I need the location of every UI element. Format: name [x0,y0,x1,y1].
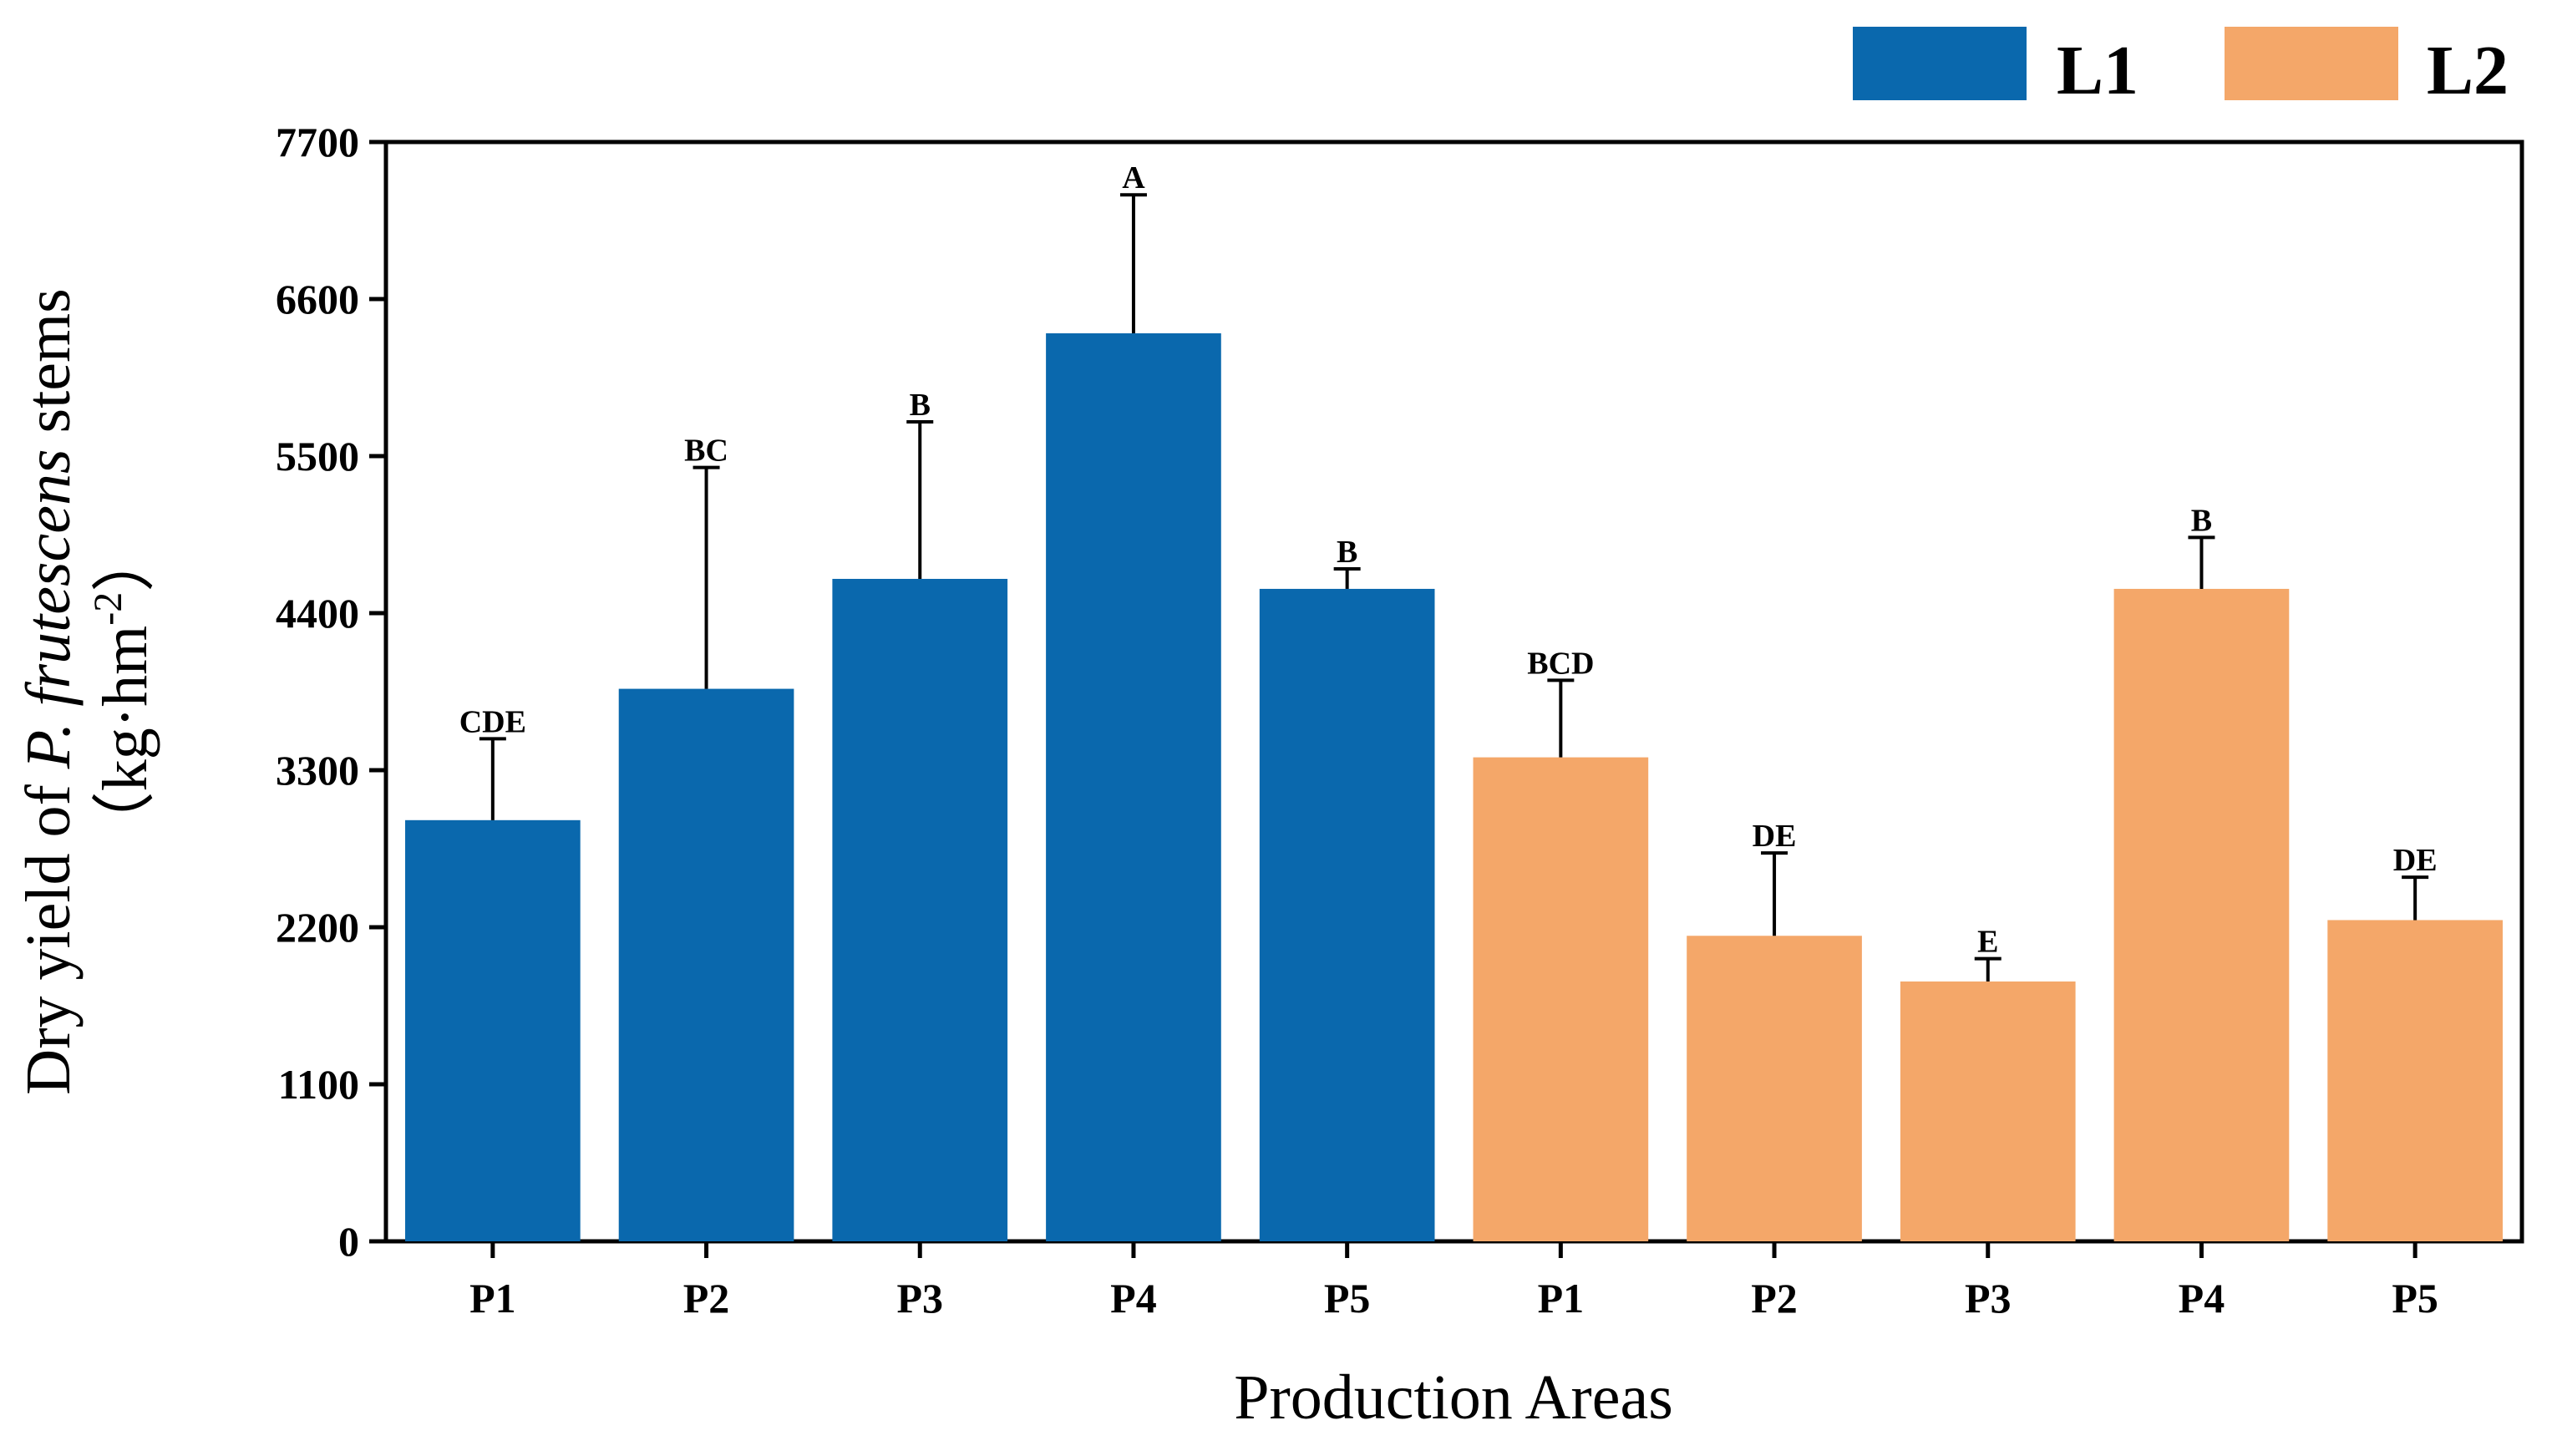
x-tick-label: P1 [469,1275,516,1322]
bar-l2-p2 [1687,936,1862,1241]
legend-swatch-l2 [2225,27,2398,100]
x-tick-label: P4 [1110,1275,1157,1322]
bar-l2-p3 [1900,981,2076,1241]
bar-l1-p3 [832,578,1008,1241]
bar-l1-p2 [618,688,794,1241]
y-axis: 0 1100 2200 3300 4400 5500 6600 7700 [276,119,386,1265]
x-tick-label: P2 [683,1275,730,1322]
significance-letter: E [1977,925,1998,960]
y-axis-unit-open: （kg·hm [90,626,160,855]
significance-letter: DE [2393,843,2438,878]
y-tick-label: 5500 [276,433,359,479]
legend-swatch-l1 [1853,27,2027,100]
y-tick-label: 2200 [276,904,359,951]
y-axis-unit-close: ） [90,529,160,592]
x-tick-label: P5 [1324,1275,1371,1322]
x-axis: P1 P2 P3 P4 P5 P1 P2 P3 P4 P5 [469,1241,2438,1322]
bar-l1-p1 [405,819,581,1241]
y-axis-unit-sup: -2 [86,592,130,626]
y-tick-label: 1100 [278,1061,359,1108]
plot-frame [383,140,2524,1244]
significance-letter: A [1122,160,1145,195]
legend: L1 L2 [1853,27,2509,109]
bars: CDE BC B A B BCD DE E B DE [405,160,2503,1241]
x-tick-label: P4 [2179,1275,2225,1322]
bar-l1-p4 [1046,333,1221,1241]
bar-l2-p1 [1473,757,1649,1241]
bar-l1-p5 [1259,588,1435,1241]
y-axis-title-prefix: Dry yield of [13,769,84,1094]
x-tick-label: P3 [896,1275,943,1322]
y-tick-label: 3300 [276,747,359,794]
y-axis-title-suffix: stems [13,288,84,449]
bar-l2-p4 [2113,588,2290,1241]
bar-l2-p5 [2327,920,2503,1241]
x-axis-title: Production Areas [1234,1362,1673,1433]
x-tick-label: P5 [2392,1275,2438,1322]
significance-letter: BC [684,434,728,469]
x-tick-label: P3 [1965,1275,2012,1322]
y-tick-label: 6600 [276,276,359,322]
y-axis-title: Dry yield of P. frutescens stems （kg·hm-… [13,288,160,1094]
svg-text:Dry yield of P. frutescens ste: Dry yield of P. frutescens stems [13,288,84,1094]
x-tick-label: P1 [1538,1275,1585,1322]
svg-text:（kg·hm-2）: （kg·hm-2） [86,529,160,855]
significance-letter: B [910,388,931,423]
significance-letter: DE [1753,819,1797,854]
legend-label-l2: L2 [2427,32,2509,109]
significance-letter: B [2191,503,2212,538]
legend-label-l1: L1 [2057,32,2138,109]
significance-letter: BCD [1527,646,1594,681]
y-tick-label: 0 [338,1218,359,1265]
significance-letter: CDE [459,704,526,739]
y-axis-title-italic: P. frutescens [13,449,84,769]
y-tick-label: 4400 [276,590,359,637]
y-tick-label: 7700 [276,119,359,165]
significance-letter: B [1337,535,1357,570]
x-tick-label: P2 [1751,1275,1798,1322]
